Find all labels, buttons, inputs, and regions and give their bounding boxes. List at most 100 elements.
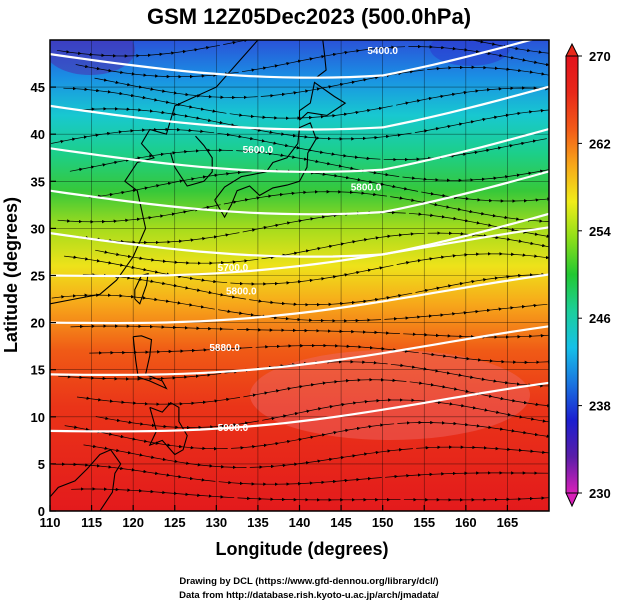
streamline [255,343,419,354]
streamline [95,416,259,430]
contour-line [50,325,549,376]
streamline [89,346,253,355]
streamline [70,324,234,331]
streamline [249,292,413,307]
streamline [414,107,549,133]
y-tick-label: 45 [31,80,45,95]
y-tick-label: 0 [38,504,45,519]
contour-line [50,212,549,258]
y-tick-label: 5 [38,457,45,472]
contour-line [50,85,549,131]
streamline [229,105,393,120]
streamline [52,462,216,482]
contour-line [50,40,535,79]
contour-line [50,226,549,278]
x-tick-label: 155 [413,515,435,530]
streamline [57,204,221,224]
contour-line [50,273,549,325]
streamline [75,64,239,79]
streamline [218,476,382,486]
streamline [384,303,548,321]
colorbar-tick-label: 246 [589,311,611,326]
coastline-segment [170,135,213,187]
coastline-segment [148,402,188,456]
contour-label: 5800.0 [226,286,257,297]
warm-anomaly-region [250,350,530,440]
x-tick-label: 160 [455,515,477,530]
colorbar-ticks: 230 238 246 254 262 270 [578,49,611,501]
streamline [95,249,259,265]
credit-data: Data from http://database.rish.kyoto-u.a… [179,590,439,601]
streamline [230,264,394,286]
x-tick-label: 135 [247,515,269,530]
streamline [416,445,549,457]
coastline-segment [214,122,317,219]
y-tick-label: 35 [31,174,45,189]
streamline [58,373,222,381]
colorbar-tick-label: 262 [589,136,611,151]
y-tick-label: 20 [31,316,45,331]
streamline [262,398,426,421]
x-axis-label: Longitude (degrees) [215,539,388,559]
streamline [76,396,241,406]
credit-drawing: Drawing by DCL (https://www.gfd-dennou.o… [179,576,438,587]
streamline [241,45,406,73]
geopotential-contours: 5400.0 5600.0 5800.0 5700.0 5800.0 5880.0 5900… [50,40,549,434]
contour-label: 5400.0 [367,46,398,57]
streamline [236,327,400,335]
streamline [217,132,381,161]
streamline [231,423,395,450]
coastline-segment [315,40,327,79]
streamline [56,44,220,58]
coastline-segment [132,335,168,390]
coastline-segment [50,40,259,305]
colorbar: 230 238 246 254 262 270 [565,42,611,508]
colorbar-tick-label: 254 [589,224,611,239]
colorbar-top-arrow [565,42,579,57]
colorbar-tick-label: 270 [589,49,611,64]
streamline [237,496,401,502]
streamline [249,448,413,469]
x-tick-label: 110 [40,515,61,530]
contour-label: 5900.0 [218,423,249,434]
streamline [402,167,549,183]
streamline [71,487,235,499]
x-tick-label: 150 [372,515,394,530]
colorbar-bar [565,55,579,494]
y-tick-label: 25 [31,269,45,284]
y-tick-label: 10 [31,410,45,425]
streamline [385,471,549,479]
x-axis-ticks: 110 115 120 125 130 135 140 145 150 155 160 165 [40,505,518,530]
streamline [261,232,425,260]
contour-label: 5700.0 [218,263,249,274]
y-axis-ticks: 0 5 10 15 20 25 30 35 40 45 [31,80,56,519]
coastline-segment [134,272,149,305]
y-tick-label: 30 [31,221,45,236]
streamline [223,189,387,205]
streamline [88,170,252,199]
streamline [94,77,258,100]
contour-label: 5800.0 [351,183,382,194]
contour-label: 5600.0 [243,145,274,156]
colorbar-tick-label: 238 [589,399,611,414]
coastline-segment [298,81,347,121]
coastline-segment [50,449,122,511]
streamline [248,127,412,141]
streamline [383,138,547,162]
streamline [69,148,233,172]
streamline [403,495,549,502]
colorbar-bottom-arrow [565,492,579,508]
streamline [390,363,549,388]
streamline [396,86,549,106]
plot-area: 5400.0 5600.0 5800.0 5700.0 5800.0 5880.0 5900… [50,40,549,511]
streamline [243,377,407,398]
x-tick-label: 120 [122,515,144,530]
x-tick-label: 115 [81,515,102,530]
streamline [218,309,382,323]
contour-line [50,170,549,216]
x-tick-label: 130 [205,515,227,530]
streamline [421,191,549,203]
streamline [398,40,549,54]
streamline [421,352,549,365]
